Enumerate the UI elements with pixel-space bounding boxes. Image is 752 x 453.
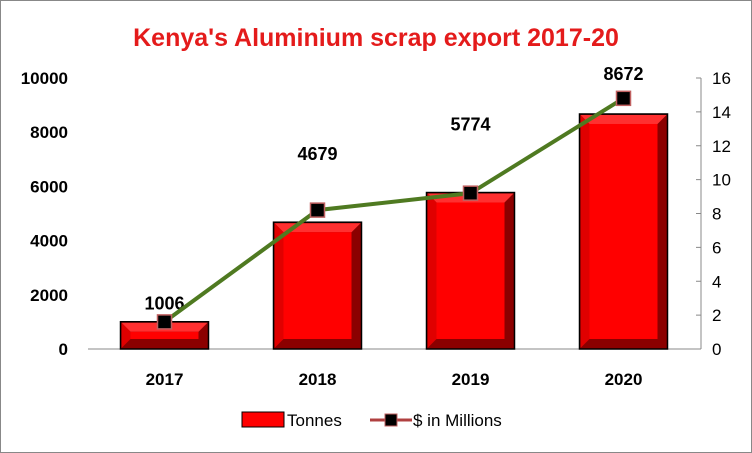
bar-bevel-left <box>274 223 284 348</box>
line-marker <box>615 90 632 107</box>
bar-2020 <box>578 113 669 350</box>
y-left-tick-label: 8000 <box>30 123 68 142</box>
y-right-tick-label: 0 <box>712 340 721 359</box>
line-marker <box>309 202 326 218</box>
bar-face <box>283 232 352 339</box>
line-usd-millions <box>163 96 625 324</box>
y-right-tick-label: 8 <box>712 205 721 224</box>
y-left-tick-label: 6000 <box>30 177 68 196</box>
bar-bevel-left <box>427 193 437 348</box>
y-left-tick-label: 0 <box>59 340 68 359</box>
line-marker <box>156 314 173 330</box>
legend-label-usd: $ in Millions <box>413 411 502 430</box>
bar-face <box>436 202 505 339</box>
y-right-tick-label: 6 <box>712 238 721 257</box>
y-right-tick-label: 10 <box>712 171 731 190</box>
bar-bevel-left <box>121 322 131 348</box>
bar-2018 <box>272 221 363 350</box>
y-left-tick-label: 4000 <box>30 232 68 251</box>
y-right-tick-label: 4 <box>712 272 721 291</box>
bar-bevel-left <box>580 114 590 348</box>
y-right-tick-label: 2 <box>712 306 721 325</box>
bar-face <box>130 331 199 339</box>
legend: Tonnes $ in Millions <box>241 411 502 430</box>
bar-data-label: 4679 <box>297 144 337 164</box>
bar-2019 <box>425 191 516 350</box>
chart-title: Kenya's Aluminium scrap export 2017-20 <box>133 24 619 52</box>
bar-data-label: 8672 <box>603 64 643 84</box>
x-tick-label: 2018 <box>299 370 337 389</box>
y-right-tick-label: 16 <box>712 69 731 88</box>
x-tick-label: 2017 <box>146 370 184 389</box>
legend-marker-usd <box>384 413 398 427</box>
bar-bevel-top <box>580 114 667 124</box>
bar-face <box>589 123 658 339</box>
y-left-tick-label: 10000 <box>21 69 68 88</box>
y-left-tick-label: 2000 <box>30 286 68 305</box>
line-marker <box>462 185 479 201</box>
x-tick-label: 2019 <box>452 370 490 389</box>
y-right-tick-label: 12 <box>712 137 731 156</box>
bar-data-label: 5774 <box>450 115 490 135</box>
bar-data-label: 1006 <box>144 294 184 314</box>
legend-swatch-tonnes <box>241 411 285 428</box>
y-right-tick-label: 14 <box>712 103 731 122</box>
legend-label-tonnes: Tonnes <box>287 411 342 430</box>
x-tick-label: 2020 <box>605 370 643 389</box>
